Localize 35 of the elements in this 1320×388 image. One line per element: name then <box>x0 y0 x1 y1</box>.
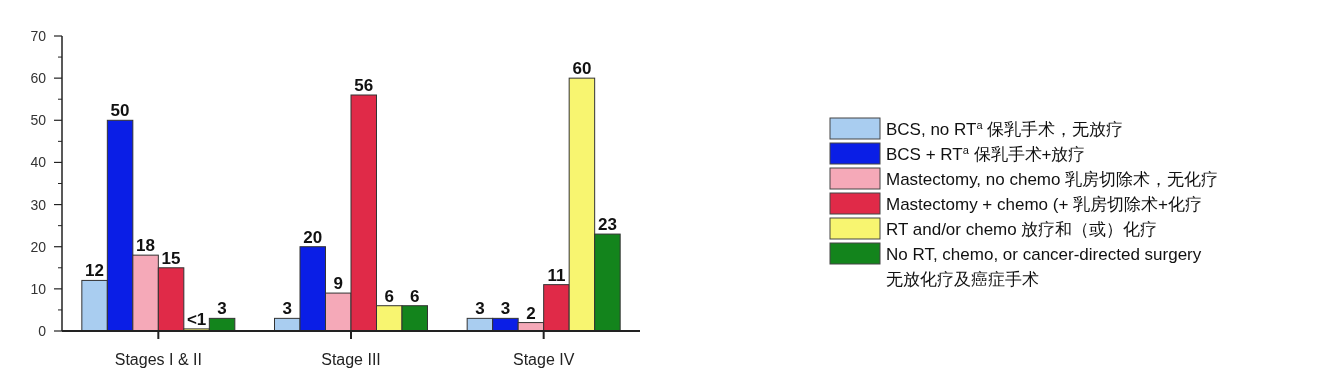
y-tick-label: 70 <box>30 28 47 44</box>
data-label: 3 <box>475 299 485 319</box>
legend-label: Mastectomy, no chemo 乳房切除术，无化疗 <box>886 170 1219 189</box>
data-label: 9 <box>333 274 343 294</box>
legend-label: BCS + RT$^{a}$ 保乳手术+放疗 <box>886 144 1086 164</box>
y-tick-label: 10 <box>30 280 47 297</box>
data-label: 3 <box>217 299 227 319</box>
data-label: 23 <box>597 215 617 235</box>
y-tick-label: 30 <box>30 196 47 213</box>
data-label: 6 <box>384 286 394 306</box>
data-label: 56 <box>354 76 374 95</box>
legend-label: No RT, chemo, or cancer-directed surgery 无放化疗及癌症手术 <box>886 245 1202 289</box>
x-tick-label: Stage IV <box>512 351 575 368</box>
data-label: 6 <box>410 286 420 306</box>
y-tick-label: 50 <box>30 112 47 129</box>
data-label: 12 <box>85 261 105 281</box>
data-label: <1 <box>186 309 207 329</box>
data-label: 60 <box>572 59 592 79</box>
x-tick-label: Stage III <box>321 351 381 368</box>
y-tick-label: 40 <box>30 154 47 171</box>
data-label: 50 <box>110 101 130 121</box>
data-label: 18 <box>136 236 156 256</box>
legend-label: RT and/or chemo 放疗和（或）化疗 <box>886 220 1158 239</box>
y-tick-label: 20 <box>30 238 47 255</box>
legend-label: BCS, no RT$^{a}$ 保乳手术，无放疗 <box>886 119 1124 139</box>
data-label: 15 <box>161 248 181 268</box>
y-tick-label: 60 <box>30 70 47 87</box>
x-tick-label: Stages I & II <box>114 351 202 368</box>
data-label: 11 <box>547 265 566 285</box>
y-tick-label: 0 <box>38 323 47 339</box>
data-label: 3 <box>500 299 511 319</box>
legend-label: Mastectomy + chemo (+ 乳房切除术+化疗 <box>886 195 1202 214</box>
data-label: 20 <box>303 227 323 247</box>
data-label: 2 <box>526 303 536 323</box>
data-label: 3 <box>282 299 292 319</box>
